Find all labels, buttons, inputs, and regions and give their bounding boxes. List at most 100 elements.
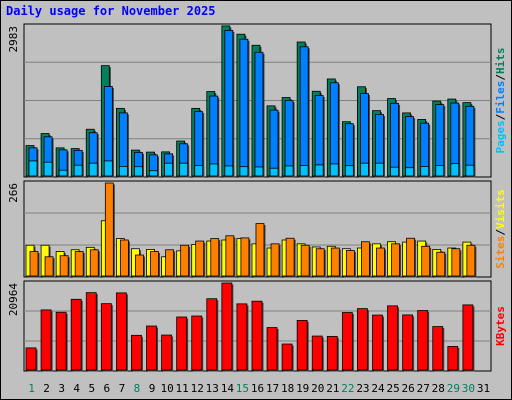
kbytes-bar <box>55 311 67 371</box>
kbytes-bar <box>236 303 248 371</box>
kbytes-bar <box>417 310 429 371</box>
x-tick-label: 1 <box>28 382 35 395</box>
kbytes-bar <box>266 327 278 371</box>
sites-bar <box>315 248 325 277</box>
kbytes-bar <box>326 335 338 371</box>
sites-bar <box>74 251 84 277</box>
legend-kbytes: KBytes <box>494 306 507 346</box>
files-bar <box>254 51 264 177</box>
kbytes-bar <box>146 325 157 371</box>
sites-bar <box>376 247 385 277</box>
kbytes-bar <box>357 308 368 371</box>
sites-bar <box>104 182 114 277</box>
pages-bar <box>299 165 309 177</box>
sites-bar <box>330 247 340 277</box>
files-bar <box>390 102 399 177</box>
sites-bar <box>150 251 159 277</box>
sites-bar <box>451 248 461 277</box>
legend-visits: Visits <box>494 189 507 229</box>
pages-bar <box>435 165 445 177</box>
x-tick-label: 27 <box>417 382 430 395</box>
sites-bar <box>421 245 431 277</box>
pages-bar <box>375 162 384 177</box>
sites-bar <box>255 223 265 277</box>
sites-bar <box>135 254 144 277</box>
pages-bar <box>405 167 415 177</box>
sites-bar <box>225 235 235 277</box>
x-tick-label: 8 <box>134 382 141 395</box>
sites-bar <box>240 237 250 277</box>
x-tick-label: 31 <box>477 382 490 395</box>
kbytes-bar <box>402 314 414 371</box>
x-tick-label: 14 <box>221 382 235 395</box>
kbytes-bar <box>100 303 112 371</box>
pages-bar <box>239 166 249 177</box>
files-bar <box>239 38 249 177</box>
x-tick-label: 21 <box>326 382 339 395</box>
kbytes-bar <box>70 298 82 371</box>
files-bar <box>329 82 339 177</box>
pages-bar <box>179 162 189 177</box>
kbytes-bar <box>372 314 383 371</box>
panel-2-ytick-label: 266 <box>7 183 20 203</box>
sites-bar <box>119 239 129 277</box>
files-bar <box>224 30 234 177</box>
pages-bar <box>43 161 53 177</box>
pages-bar <box>360 162 369 177</box>
pages-bar <box>465 164 475 177</box>
kbytes-bar <box>432 326 444 371</box>
pages-bar <box>344 165 354 177</box>
pages-bar <box>88 162 98 177</box>
pages-bar <box>28 160 38 177</box>
pages-bar <box>149 170 158 177</box>
kbytes-bar <box>40 309 52 371</box>
files-bar <box>405 116 415 177</box>
panel-3-legend: KBytes <box>494 306 507 346</box>
files-bar <box>284 100 294 177</box>
panel-1-ytick-label: 2983 <box>7 26 20 53</box>
x-tick-label: 9 <box>149 382 156 395</box>
pages-bar <box>329 163 339 177</box>
sites-bar <box>406 237 416 277</box>
pages-bar <box>224 165 234 177</box>
sites-bar <box>180 244 190 277</box>
x-tick-label: 18 <box>281 382 294 395</box>
x-tick-label: 29 <box>447 382 460 395</box>
kbytes-bar <box>161 334 172 371</box>
kbytes-bar <box>191 315 203 371</box>
pages-bar <box>73 164 83 177</box>
sites-bar <box>391 243 400 277</box>
x-tick-label: 13 <box>206 382 219 395</box>
legend-files: Files <box>494 81 507 114</box>
files-bar <box>299 46 309 177</box>
pages-bar <box>420 166 430 177</box>
kbytes-bar <box>25 347 37 371</box>
pages-bar <box>58 169 68 177</box>
sites-bar <box>29 251 39 277</box>
legend-pages: Pages <box>494 120 507 153</box>
kbytes-bar <box>447 346 459 371</box>
kbytes-bar <box>176 316 188 371</box>
pages-bar <box>269 167 279 177</box>
pages-bar <box>284 165 294 177</box>
x-tick-label: 5 <box>88 382 95 395</box>
pages-bar <box>103 160 113 177</box>
panel-3-ytick-label: 20964 <box>7 283 20 316</box>
sites-bar <box>44 256 54 277</box>
pages-bar <box>390 166 399 177</box>
x-tick-label: 2 <box>43 382 50 395</box>
sites-bar <box>89 249 99 277</box>
sites-bar <box>436 251 446 277</box>
kbytes-bar <box>311 335 323 371</box>
kbytes-bar <box>221 282 233 371</box>
pages-bar <box>450 163 460 177</box>
x-tick-label: 24 <box>371 382 385 395</box>
x-tick-label: 4 <box>73 382 80 395</box>
kbytes-bar <box>462 304 474 371</box>
legend-separator: / <box>494 74 507 81</box>
pages-bar <box>209 163 219 177</box>
sites-bar <box>195 240 205 277</box>
sites-bar <box>165 249 174 277</box>
x-tick-label: 10 <box>160 382 173 395</box>
